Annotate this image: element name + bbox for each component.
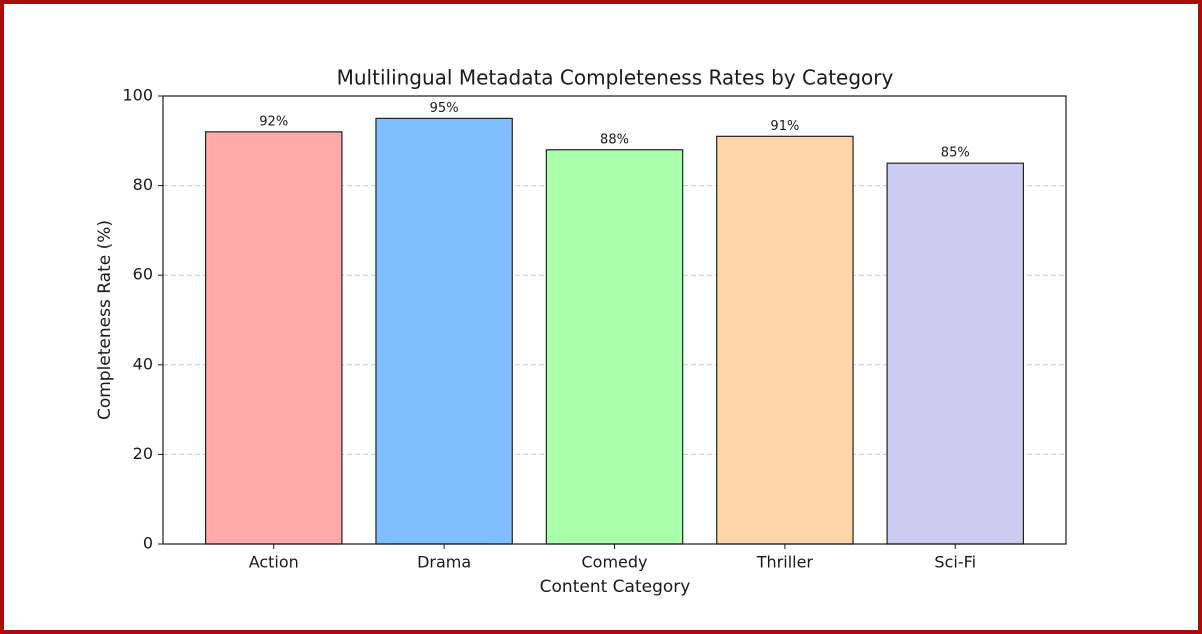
y-tick-label: 0 <box>143 534 153 553</box>
bar <box>886 162 1025 545</box>
bar <box>716 135 854 545</box>
value-label: 88% <box>600 132 629 147</box>
x-tick-label: Comedy <box>581 553 647 572</box>
x-tick-label: Drama <box>417 553 471 572</box>
chart-title: Multilingual Metadata Completeness Rates… <box>337 66 894 90</box>
x-tick-label: Thriller <box>756 553 814 572</box>
y-tick-label: 80 <box>133 175 153 194</box>
value-label: 85% <box>941 146 970 161</box>
y-tick-label: 40 <box>133 354 153 373</box>
bar <box>545 149 684 545</box>
y-tick-label: 60 <box>133 265 153 284</box>
bar <box>204 131 343 545</box>
x-tick-label: Action <box>249 553 299 572</box>
value-label: 92% <box>259 114 288 129</box>
value-label: 91% <box>770 119 799 134</box>
y-axis-label: Completeness Rate (%) <box>95 220 115 420</box>
value-label: 95% <box>430 101 459 116</box>
x-axis-label: Content Category <box>540 577 691 597</box>
y-tick-label: 20 <box>133 444 153 463</box>
bar <box>375 117 513 545</box>
plot-frame <box>162 95 1067 545</box>
x-tick-label: Sci-Fi <box>934 553 976 572</box>
y-tick-label: 100 <box>122 86 153 105</box>
